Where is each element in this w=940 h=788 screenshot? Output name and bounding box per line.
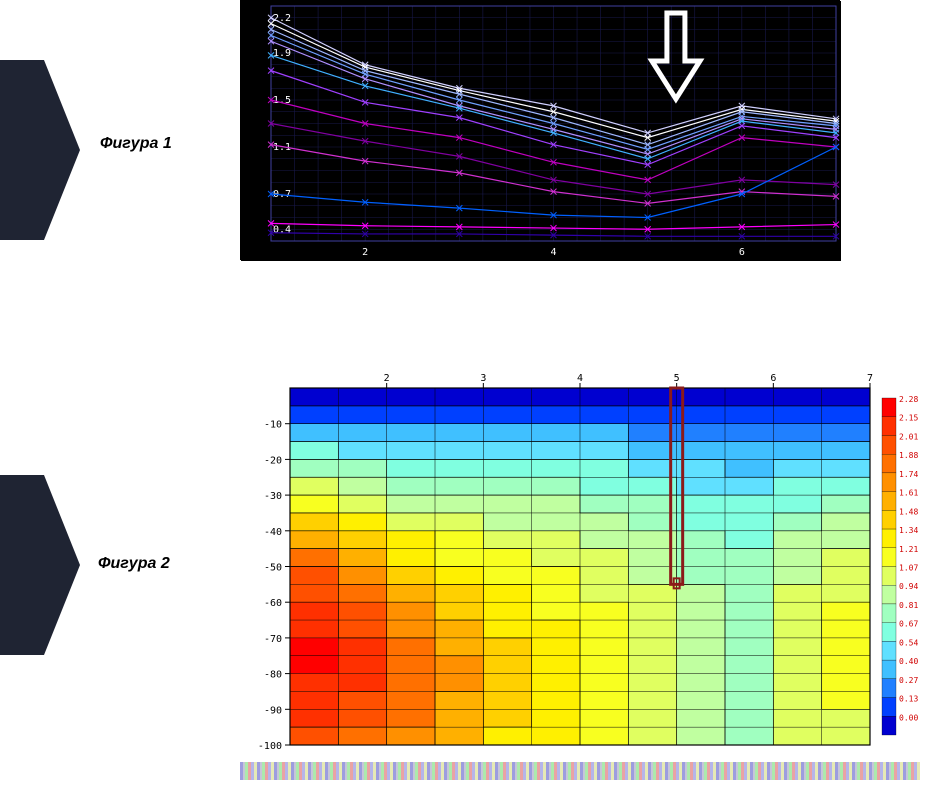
- svg-text:0.4: 0.4: [273, 224, 291, 235]
- svg-text:-50: -50: [264, 563, 282, 574]
- svg-text:2.15: 2.15: [899, 414, 918, 423]
- svg-text:1.48: 1.48: [899, 507, 918, 516]
- svg-text:-10: -10: [264, 420, 282, 431]
- svg-text:0.00: 0.00: [899, 713, 918, 722]
- svg-text:6: 6: [770, 373, 776, 384]
- svg-text:-30: -30: [264, 491, 282, 502]
- svg-text:0.81: 0.81: [899, 601, 918, 610]
- svg-text:1.07: 1.07: [899, 564, 918, 573]
- svg-text:2: 2: [362, 247, 368, 258]
- svg-text:-40: -40: [264, 527, 282, 538]
- svg-text:1.34: 1.34: [899, 526, 918, 535]
- noise-strip: [240, 762, 920, 780]
- svg-text:5: 5: [674, 373, 680, 384]
- svg-text:-80: -80: [264, 670, 282, 681]
- chevron-fig2: [0, 475, 80, 655]
- svg-text:4: 4: [577, 373, 583, 384]
- svg-text:2.28: 2.28: [899, 395, 918, 404]
- svg-text:-60: -60: [264, 598, 282, 609]
- svg-text:4: 4: [551, 247, 557, 258]
- figure2-label: Фигура 2: [98, 555, 170, 573]
- svg-text:-90: -90: [264, 705, 282, 716]
- figure1-chart: 0.40.71.11.51.92.2246: [240, 0, 840, 260]
- svg-text:2: 2: [384, 373, 390, 384]
- svg-text:2.01: 2.01: [899, 432, 918, 441]
- svg-text:1.21: 1.21: [899, 545, 918, 554]
- svg-text:2.2: 2.2: [273, 13, 291, 24]
- svg-text:-20: -20: [264, 455, 282, 466]
- svg-text:3: 3: [480, 373, 486, 384]
- svg-text:0.67: 0.67: [899, 620, 918, 629]
- figure2-chart: 2 3 4 5 6 7 -10 -20 -30 -40 -50 -60 -70 -80 -90 -100 2.2…: [245, 370, 925, 750]
- svg-text:1.74: 1.74: [899, 470, 918, 479]
- figure1-label: Фигура 1: [100, 135, 172, 153]
- svg-text:0.13: 0.13: [899, 695, 918, 704]
- chevron-fig1: [0, 60, 80, 240]
- svg-text:-100: -100: [258, 741, 282, 750]
- svg-text:1.61: 1.61: [899, 489, 918, 498]
- svg-text:7: 7: [867, 373, 873, 384]
- svg-text:0.27: 0.27: [899, 676, 918, 685]
- svg-text:0.94: 0.94: [899, 582, 918, 591]
- svg-text:-70: -70: [264, 634, 282, 645]
- svg-text:0.40: 0.40: [899, 657, 918, 666]
- svg-text:0.54: 0.54: [899, 638, 918, 647]
- svg-text:1.88: 1.88: [899, 451, 918, 460]
- svg-text:6: 6: [739, 247, 745, 258]
